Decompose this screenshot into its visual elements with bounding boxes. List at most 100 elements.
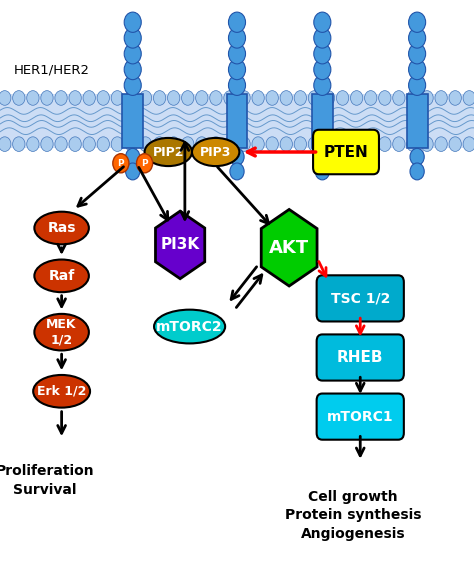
- Circle shape: [410, 148, 424, 166]
- Circle shape: [435, 91, 447, 105]
- Circle shape: [230, 148, 244, 166]
- Text: Proliferation
Survival: Proliferation Survival: [0, 464, 94, 497]
- Bar: [227, 94, 247, 148]
- Circle shape: [280, 137, 292, 151]
- Circle shape: [228, 59, 246, 79]
- Circle shape: [139, 91, 152, 105]
- Text: PTEN: PTEN: [324, 145, 368, 159]
- Text: mTORC2: mTORC2: [156, 320, 223, 333]
- Circle shape: [315, 163, 329, 180]
- Circle shape: [69, 137, 81, 151]
- Circle shape: [322, 137, 335, 151]
- Circle shape: [55, 91, 67, 105]
- Circle shape: [124, 43, 141, 64]
- Circle shape: [252, 137, 264, 151]
- Text: P: P: [118, 159, 124, 168]
- Ellipse shape: [34, 260, 89, 292]
- Circle shape: [337, 91, 349, 105]
- Text: P: P: [141, 159, 148, 168]
- Polygon shape: [155, 211, 205, 279]
- Circle shape: [409, 59, 426, 79]
- Circle shape: [210, 137, 222, 151]
- Circle shape: [224, 91, 236, 105]
- Circle shape: [410, 163, 424, 180]
- Circle shape: [409, 28, 426, 48]
- Circle shape: [421, 91, 433, 105]
- Circle shape: [0, 137, 11, 151]
- Circle shape: [350, 91, 363, 105]
- Circle shape: [315, 148, 329, 166]
- Circle shape: [393, 137, 405, 151]
- Circle shape: [308, 137, 320, 151]
- Circle shape: [449, 91, 461, 105]
- Circle shape: [196, 91, 208, 105]
- Circle shape: [13, 91, 25, 105]
- Bar: [312, 94, 333, 148]
- Circle shape: [350, 137, 363, 151]
- Circle shape: [393, 91, 405, 105]
- Text: PIP3: PIP3: [200, 145, 231, 159]
- Circle shape: [449, 137, 461, 151]
- Circle shape: [126, 148, 140, 166]
- Circle shape: [314, 75, 331, 95]
- Circle shape: [111, 91, 124, 105]
- Circle shape: [210, 91, 222, 105]
- Bar: [122, 94, 143, 148]
- Text: TSC 1/2: TSC 1/2: [330, 292, 390, 305]
- Circle shape: [266, 91, 278, 105]
- Circle shape: [124, 12, 141, 33]
- Circle shape: [55, 137, 67, 151]
- Ellipse shape: [192, 138, 239, 166]
- Circle shape: [41, 137, 53, 151]
- Circle shape: [154, 91, 166, 105]
- Circle shape: [407, 91, 419, 105]
- Circle shape: [196, 137, 208, 151]
- Circle shape: [463, 137, 474, 151]
- Circle shape: [252, 91, 264, 105]
- Circle shape: [379, 137, 391, 151]
- Circle shape: [0, 91, 11, 105]
- Text: Cell growth
Protein synthesis
Angiogenesis: Cell growth Protein synthesis Angiogenes…: [285, 490, 421, 540]
- FancyBboxPatch shape: [313, 129, 379, 174]
- Circle shape: [407, 137, 419, 151]
- Circle shape: [314, 28, 331, 48]
- Circle shape: [409, 43, 426, 64]
- Circle shape: [266, 137, 278, 151]
- Circle shape: [308, 91, 320, 105]
- Circle shape: [124, 75, 141, 95]
- Circle shape: [337, 137, 349, 151]
- Circle shape: [182, 137, 194, 151]
- Circle shape: [409, 12, 426, 33]
- Circle shape: [314, 43, 331, 64]
- Circle shape: [238, 91, 250, 105]
- Circle shape: [365, 137, 377, 151]
- Text: Erk 1/2: Erk 1/2: [37, 385, 86, 398]
- Circle shape: [294, 137, 307, 151]
- Circle shape: [230, 163, 244, 180]
- Text: HER1/HER2: HER1/HER2: [14, 64, 90, 77]
- Circle shape: [111, 137, 124, 151]
- Text: Raf: Raf: [48, 269, 75, 283]
- Ellipse shape: [34, 314, 89, 350]
- Circle shape: [435, 137, 447, 151]
- Circle shape: [322, 91, 335, 105]
- Circle shape: [294, 91, 307, 105]
- Circle shape: [97, 91, 109, 105]
- FancyBboxPatch shape: [317, 394, 404, 440]
- Text: PI3K: PI3K: [161, 238, 200, 252]
- Circle shape: [125, 137, 137, 151]
- Circle shape: [409, 75, 426, 95]
- Circle shape: [228, 28, 246, 48]
- Ellipse shape: [34, 212, 89, 244]
- Circle shape: [126, 163, 140, 180]
- Circle shape: [379, 91, 391, 105]
- Circle shape: [421, 137, 433, 151]
- Circle shape: [224, 137, 236, 151]
- Circle shape: [365, 91, 377, 105]
- Circle shape: [124, 59, 141, 79]
- Circle shape: [13, 137, 25, 151]
- Bar: [407, 94, 428, 148]
- Text: AKT: AKT: [269, 239, 309, 257]
- Circle shape: [238, 137, 250, 151]
- Circle shape: [314, 59, 331, 79]
